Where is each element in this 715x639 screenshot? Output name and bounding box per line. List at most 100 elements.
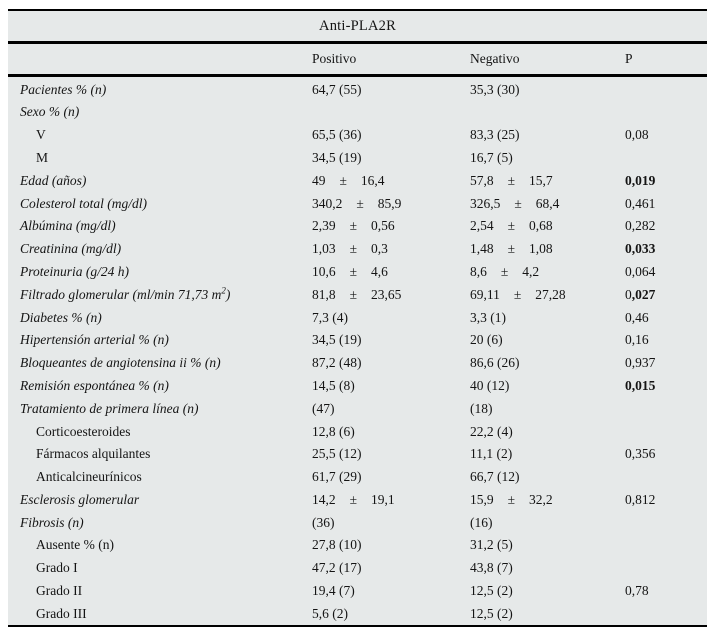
table-row: Grado I 47,2 (17) 43,8 (7)	[8, 557, 707, 580]
cell-negativo: 11,1 (2)	[470, 446, 513, 462]
cell-negativo: 2,54 ±0,68	[470, 218, 553, 234]
table-row: Fármacos alquilantes 25,5 (12) 11,1 (2) 0,3…	[8, 443, 707, 466]
table-column-headers: Positivo Negativo P	[8, 44, 707, 77]
row-label: V	[36, 127, 46, 143]
cell-p-value: 0,78	[625, 583, 649, 599]
cell-positivo: 7,3 (4)	[312, 309, 348, 325]
cell-p-value: 0,937	[625, 355, 656, 371]
row-label: Albúmina (mg/dl)	[20, 218, 116, 234]
table-row: Remisión espontánea % (n) 14,5 (8) 40 (12)…	[8, 374, 707, 397]
cell-positivo: 81,8 ±23,65	[312, 286, 402, 302]
table-row: Albúmina (mg/dl) 2,39 ±0,56 2,54 ±0,68 0,282	[8, 215, 707, 238]
row-label: Filtrado glomerular (ml/min 71,73 m2)	[20, 285, 231, 302]
cell-negativo: 43,8 (7)	[470, 560, 513, 576]
row-label: Corticoesteroides	[36, 423, 131, 439]
cell-positivo: 1,03 ±0,3	[312, 241, 388, 257]
row-label: Sexo % (n)	[20, 104, 80, 120]
cell-p-value: 0,015	[625, 377, 656, 393]
row-label: Grado III	[36, 605, 87, 621]
cell-positivo: (47)	[312, 400, 335, 416]
table-row: Creatinina (mg/dl) 1,03 ±0,3 1,48 ±1,08 0,033	[8, 238, 707, 261]
cell-p-value: 0,812	[625, 491, 656, 507]
table-row: Pacientes % (n) 64,7 (55) 35,3 (30)	[8, 78, 707, 101]
cell-positivo: 65,5 (36)	[312, 127, 362, 143]
table-row: V 65,5 (36) 83,3 (25) 0,08	[8, 124, 707, 147]
cell-positivo: 61,7 (29)	[312, 469, 362, 485]
cell-positivo: 14,2 ±19,1	[312, 491, 395, 507]
cell-positivo: 10,6 ±4,6	[312, 263, 388, 279]
cell-p-value: 0,033	[625, 241, 656, 257]
cell-positivo: 2,39 ±0,56	[312, 218, 395, 234]
column-header-positivo: Positivo	[312, 51, 357, 66]
cell-negativo: 69,11 ±27,28	[470, 286, 566, 302]
cell-positivo: 34,5 (19)	[312, 332, 362, 348]
cell-positivo: 47,2 (17)	[312, 560, 362, 576]
row-label: Diabetes % (n)	[20, 309, 102, 325]
cell-positivo: 27,8 (10)	[312, 537, 362, 553]
table-row: Grado III 5,6 (2) 12,5 (2)	[8, 602, 707, 625]
row-label: Grado II	[36, 583, 83, 599]
table-row: Tratamiento de primera línea (n) (47) (18)	[8, 397, 707, 420]
table-row: M 34,5 (19) 16,7 (5)	[8, 146, 707, 169]
row-label: Anticalcineurínicos	[36, 469, 142, 485]
cell-positivo: 340,2 ±85,9	[312, 195, 402, 211]
cell-positivo: 64,7 (55)	[312, 81, 362, 97]
table-row: Edad (años) 49 ±16,4 57,8 ±15,7 0,019	[8, 169, 707, 192]
column-header-p: P	[625, 51, 633, 66]
cell-p-value: 0,08	[625, 127, 649, 143]
cell-negativo: 8,6 ±4,2	[470, 263, 540, 279]
cell-negativo: 57,8 ±15,7	[470, 172, 553, 188]
table-row: Colesterol total (mg/dl) 340,2 ±85,9 326,5 ±…	[8, 192, 707, 215]
table-row: Corticoesteroides 12,8 (6) 22,2 (4)	[8, 420, 707, 443]
cell-negativo: 12,5 (2)	[470, 583, 513, 599]
row-label: Edad (años)	[20, 172, 87, 188]
row-label: Creatinina (mg/dl)	[20, 241, 122, 257]
cell-negativo: 3,3 (1)	[470, 309, 506, 325]
column-header-negativo: Negativo	[470, 51, 520, 66]
cell-negativo: 326,5 ±68,4	[470, 195, 560, 211]
cell-positivo: 12,8 (6)	[312, 423, 355, 439]
cell-negativo: 35,3 (30)	[470, 81, 520, 97]
row-label: Proteinuria (g/24 h)	[20, 263, 129, 279]
cell-positivo: 25,5 (12)	[312, 446, 362, 462]
row-label: Remisión espontánea % (n)	[20, 377, 169, 393]
cell-p-value: 0,16	[625, 332, 649, 348]
row-label: Fármacos alquilantes	[36, 446, 151, 462]
cell-p-value: 0,461	[625, 195, 656, 211]
cell-negativo: 12,5 (2)	[470, 605, 513, 621]
table-row: Anticalcineurínicos 61,7 (29) 66,7 (12)	[8, 465, 707, 488]
cell-negativo: 31,2 (5)	[470, 537, 513, 553]
row-label: M	[36, 150, 49, 165]
table-row: Grado II 19,4 (7) 12,5 (2) 0,78	[8, 579, 707, 602]
row-label: Bloqueantes de angiotensina ii % (n)	[20, 355, 221, 371]
cell-p-value: 0,46	[625, 309, 649, 325]
cell-p-value: 0,019	[625, 172, 656, 188]
cell-positivo: 87,2 (48)	[312, 355, 362, 371]
cell-negativo: 15,9 ±32,2	[470, 491, 553, 507]
cell-negativo: 86,6 (26)	[470, 355, 520, 371]
cell-p-value: 0,064	[625, 263, 656, 279]
cell-negativo: 40 (12)	[470, 377, 510, 393]
row-label: Esclerosis glomerular	[20, 491, 140, 507]
table-row: Ausente % (n) 27,8 (10) 31,2 (5)	[8, 534, 707, 557]
cell-negativo: 20 (6)	[470, 332, 503, 348]
row-label: Ausente % (n)	[36, 537, 114, 553]
row-label: Pacientes % (n)	[20, 81, 107, 97]
table-body: Pacientes % (n) 64,7 (55) 35,3 (30) Sexo % …	[8, 77, 707, 625]
row-label: Fibrosis (n)	[20, 514, 84, 530]
row-label: Grado I	[36, 560, 78, 576]
row-label: Hipertensión arterial % (n)	[20, 332, 169, 348]
cell-positivo: 34,5 (19)	[312, 150, 362, 165]
table-row: Diabetes % (n) 7,3 (4) 3,3 (1) 0,46	[8, 306, 707, 329]
cell-positivo: (36)	[312, 514, 335, 530]
data-table: Anti-PLA2R Positivo Negativo P Pacientes…	[8, 9, 707, 627]
cell-positivo: 19,4 (7)	[312, 583, 355, 599]
cell-negativo: 22,2 (4)	[470, 423, 513, 439]
cell-negativo: 66,7 (12)	[470, 469, 520, 485]
row-label: Colesterol total (mg/dl)	[20, 195, 147, 211]
cell-negativo: 83,3 (25)	[470, 127, 520, 143]
cell-negativo: 1,48 ±1,08	[470, 241, 553, 257]
cell-negativo: 16,7 (5)	[470, 150, 513, 165]
cell-positivo: 49 ±16,4	[312, 172, 385, 188]
table-title-row: Anti-PLA2R	[8, 11, 707, 44]
